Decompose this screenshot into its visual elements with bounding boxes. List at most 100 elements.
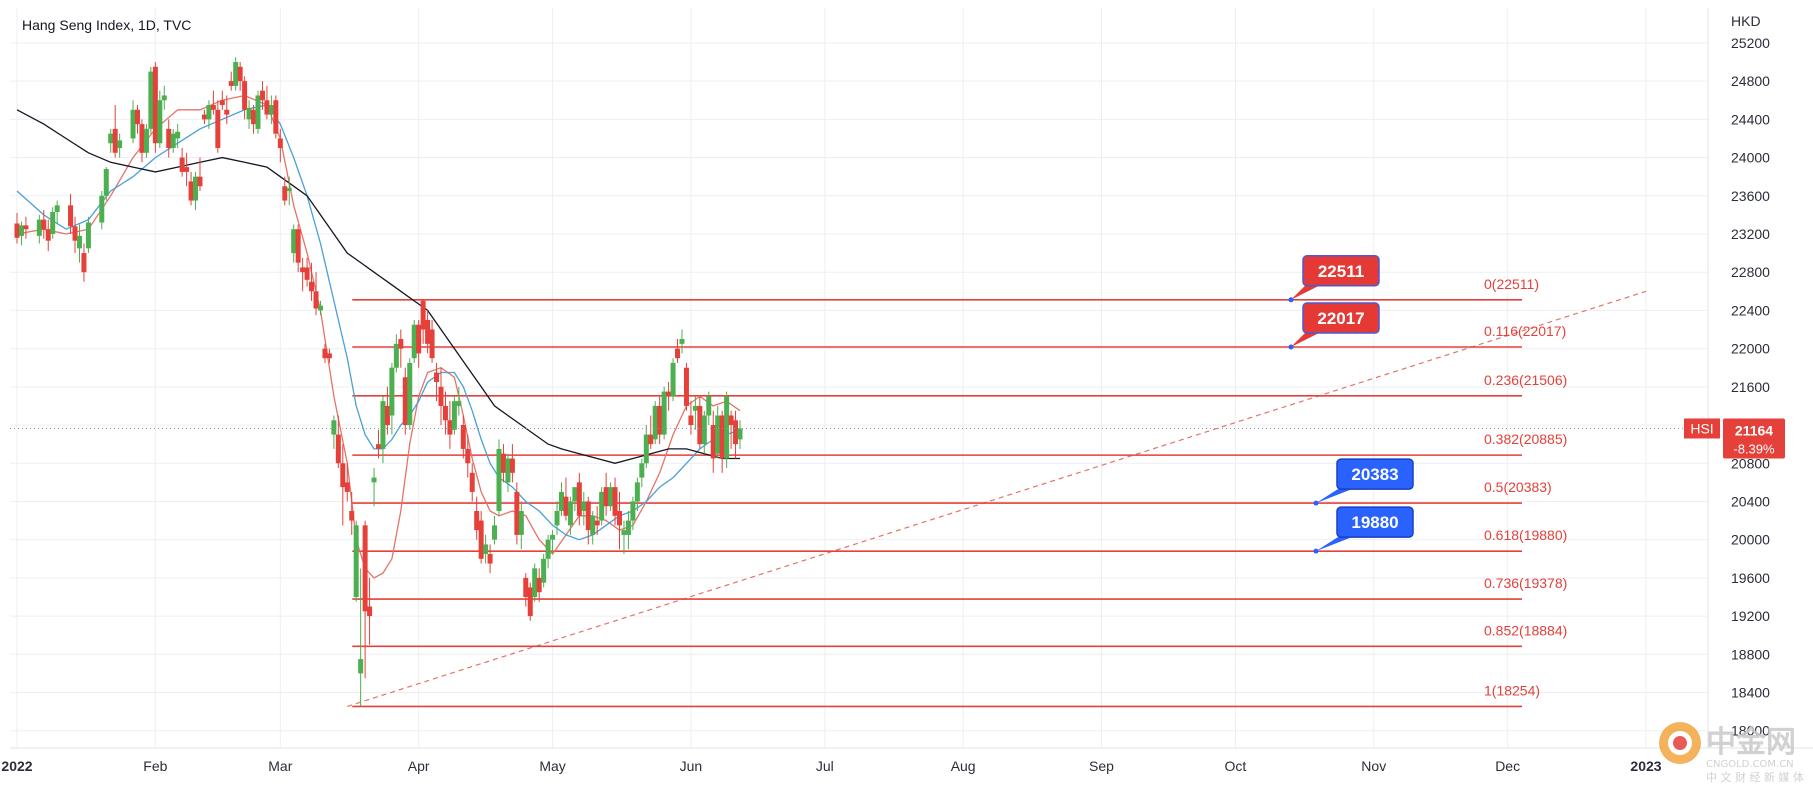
candle[interactable]: [558, 482, 564, 516]
candle[interactable]: [567, 496, 573, 535]
candle[interactable]: [697, 396, 703, 449]
candle[interactable]: [639, 458, 645, 488]
candle[interactable]: [335, 415, 341, 469]
candle[interactable]: [518, 501, 524, 550]
candle[interactable]: [688, 401, 694, 435]
candle[interactable]: [585, 496, 591, 545]
candle[interactable]: [50, 207, 56, 239]
candle[interactable]: [179, 148, 185, 177]
candle[interactable]: [246, 100, 252, 129]
candle[interactable]: [295, 224, 301, 273]
candle[interactable]: [184, 152, 190, 187]
candle[interactable]: [161, 85, 167, 110]
candle[interactable]: [487, 544, 493, 574]
candle[interactable]: [380, 396, 386, 464]
price-callout[interactable]: 22511: [1288, 255, 1380, 303]
candle[interactable]: [353, 520, 359, 602]
candle[interactable]: [259, 81, 265, 110]
candle[interactable]: [41, 210, 47, 239]
price-callout[interactable]: 20383: [1313, 458, 1414, 506]
candle[interactable]: [710, 410, 716, 473]
candle[interactable]: [255, 90, 261, 134]
candle[interactable]: [402, 367, 408, 435]
candle[interactable]: [344, 463, 350, 502]
candle[interactable]: [719, 410, 725, 473]
candle[interactable]: [268, 95, 274, 125]
candle[interactable]: [514, 482, 520, 545]
candle[interactable]: [478, 511, 484, 564]
candle[interactable]: [143, 124, 149, 158]
candle[interactable]: [456, 386, 462, 416]
candle[interactable]: [496, 439, 502, 516]
candle[interactable]: [500, 444, 506, 483]
candle[interactable]: [603, 472, 609, 516]
candle[interactable]: [675, 339, 681, 363]
candle[interactable]: [643, 425, 649, 469]
candle[interactable]: [264, 85, 270, 120]
candle[interactable]: [14, 212, 20, 244]
candle[interactable]: [148, 66, 154, 134]
trendline[interactable]: [347, 290, 1647, 708]
candle[interactable]: [367, 577, 373, 645]
candle[interactable]: [576, 472, 582, 526]
candle[interactable]: [85, 216, 91, 254]
candle[interactable]: [72, 216, 78, 254]
candle[interactable]: [625, 511, 631, 550]
candle[interactable]: [108, 128, 114, 153]
candle[interactable]: [103, 167, 109, 201]
candle[interactable]: [277, 128, 283, 163]
candle[interactable]: [438, 367, 444, 426]
candle[interactable]: [313, 272, 319, 316]
candle[interactable]: [661, 386, 667, 440]
price-callouts[interactable]: 22511 22017 20383 19880: [1288, 255, 1414, 554]
candle[interactable]: [384, 386, 390, 435]
price-callout[interactable]: 22017: [1288, 302, 1380, 350]
candle[interactable]: [733, 410, 739, 459]
candle[interactable]: [469, 463, 475, 502]
candle[interactable]: [242, 76, 248, 120]
candle[interactable]: [18, 221, 24, 246]
candle[interactable]: [99, 190, 105, 230]
candle[interactable]: [273, 95, 279, 139]
candle[interactable]: [193, 171, 199, 211]
candle[interactable]: [407, 358, 413, 430]
candle[interactable]: [389, 362, 395, 435]
candle[interactable]: [594, 506, 600, 535]
candle[interactable]: [371, 468, 377, 507]
candle[interactable]: [545, 534, 551, 569]
candle[interactable]: [737, 420, 743, 449]
candle[interactable]: [282, 176, 288, 206]
candle[interactable]: [666, 382, 672, 411]
candle[interactable]: [36, 214, 42, 244]
candle[interactable]: [483, 534, 489, 564]
candle[interactable]: [634, 477, 640, 512]
candle[interactable]: [170, 128, 176, 153]
candle[interactable]: [465, 434, 471, 478]
candle[interactable]: [309, 262, 315, 301]
time-axis[interactable]: 2022 Feb Mar Apr May Jun Jul Aug Sep Oct Nov Dec 202…: [1, 758, 1661, 774]
candle[interactable]: [215, 100, 221, 153]
candle[interactable]: [728, 410, 734, 449]
candle[interactable]: [411, 319, 417, 363]
candle[interactable]: [206, 100, 212, 129]
candle[interactable]: [554, 501, 560, 535]
candle[interactable]: [590, 511, 596, 545]
candle[interactable]: [679, 329, 685, 354]
candle[interactable]: [322, 343, 328, 363]
candle[interactable]: [23, 216, 29, 239]
candle[interactable]: [527, 582, 533, 621]
candle[interactable]: [228, 71, 234, 91]
candle[interactable]: [291, 224, 297, 263]
candle[interactable]: [112, 105, 118, 158]
candle[interactable]: [219, 90, 225, 110]
candle[interactable]: [536, 568, 542, 602]
candle[interactable]: [68, 193, 74, 234]
candle[interactable]: [349, 491, 355, 535]
candle[interactable]: [326, 348, 332, 363]
candle[interactable]: [54, 200, 60, 225]
candle[interactable]: [652, 401, 658, 445]
price-callout[interactable]: 19880: [1313, 506, 1414, 554]
candle[interactable]: [166, 119, 172, 158]
candle[interactable]: [152, 62, 158, 153]
